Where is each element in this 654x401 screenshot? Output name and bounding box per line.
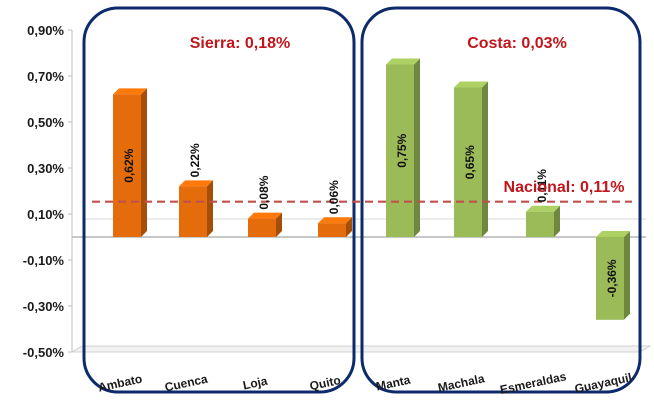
bar-front [454,87,482,237]
bar-front [248,218,276,237]
region-layer [82,6,642,394]
nacional-label-text: Nacional [504,179,571,196]
bar-loja [248,212,282,237]
bar-top [179,180,213,187]
sierra-title: Sierra: 0,18% [190,35,291,52]
bar-ambato [113,88,147,238]
value-label-machala: 0,65% [463,145,477,179]
label-layer: 0,62%Ambato0,22%Cuenca0,08%Loja0,06%Quit… [97,133,633,397]
bar-front [526,211,554,237]
bar-top [454,81,488,88]
bar-cuenca [179,180,213,237]
y-tick-label: 0,70% [27,69,64,84]
bar-layer [113,58,630,320]
sierra-title-value: 0,18% [245,35,290,52]
bar-side [141,88,147,238]
bar-top [386,58,420,65]
axis-layer: 0,90% 0,70% 0,50% 0,30% 0,10% -0,10% -0,30% -0,… [23,23,652,360]
value-label-quito: 0,06% [327,180,341,214]
y-tick-label: -0,10% [23,253,65,268]
category-label-quito: Quito [308,373,342,393]
sierra-region-box [82,6,356,394]
costa-title-label: Costa [467,35,512,52]
y-tick-label: -0,50% [23,345,65,360]
bar-side [276,212,282,237]
bar-front [386,64,414,237]
bar-top [596,231,630,237]
costa-region-box [360,6,642,394]
nacional-label: Nacional: 0,11% [504,179,625,196]
bar-front [113,94,141,238]
bar-top [248,212,282,219]
bar-side [554,205,560,237]
value-label-manta: 0,75% [395,133,409,167]
y-tick-label: -0,30% [23,299,65,314]
bar-manta [386,58,420,237]
value-label-esmeraldas: 0,11% [535,169,549,203]
bar-front [596,237,624,320]
bar-front [318,223,346,237]
bar-side [346,217,352,237]
bar-top [113,88,147,95]
value-label-loja: 0,08% [257,175,271,209]
bar-top [526,205,560,212]
y-tick-label: 0,10% [27,207,64,222]
y-tick-label: 0,50% [27,115,64,130]
nacional-label-value: 0,11% [580,179,624,196]
sierra-title-label: Sierra [190,35,235,52]
value-label-cuenca: 0,22% [188,143,202,177]
costa-title-value: 0,03% [521,35,566,52]
bar-top [318,217,352,224]
bar-machala [454,81,488,237]
bar-esmeraldas [526,205,560,237]
bar-side [207,180,213,237]
category-label-loja: Loja [242,374,269,393]
value-label-ambato: 0,62% [122,148,136,182]
costa-title: Costa: 0,03% [467,35,567,52]
bar-front [179,186,207,237]
bar-side [414,58,420,237]
bar-quito [318,217,352,237]
y-tick-label: 0,30% [27,161,64,176]
bar-guayaquil [596,231,630,320]
value-label-guayaquil: -0,36% [605,259,619,297]
category-label-manta: Manta [375,373,412,394]
bar-side [482,81,488,237]
y-tick-label: 0,90% [27,23,64,38]
bar-side [624,231,630,320]
